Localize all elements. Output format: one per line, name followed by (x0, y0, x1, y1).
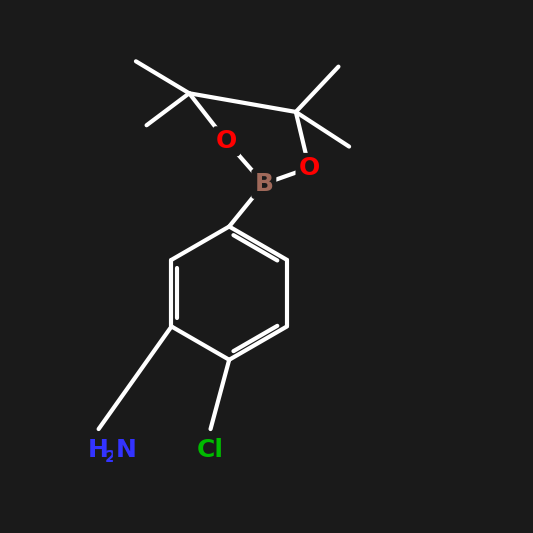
Text: N: N (116, 438, 137, 463)
Text: 2: 2 (104, 450, 116, 465)
Text: O: O (216, 129, 237, 154)
Text: H: H (88, 438, 109, 463)
Text: O: O (298, 156, 320, 180)
Text: Cl: Cl (197, 438, 224, 463)
Text: B: B (254, 172, 273, 196)
